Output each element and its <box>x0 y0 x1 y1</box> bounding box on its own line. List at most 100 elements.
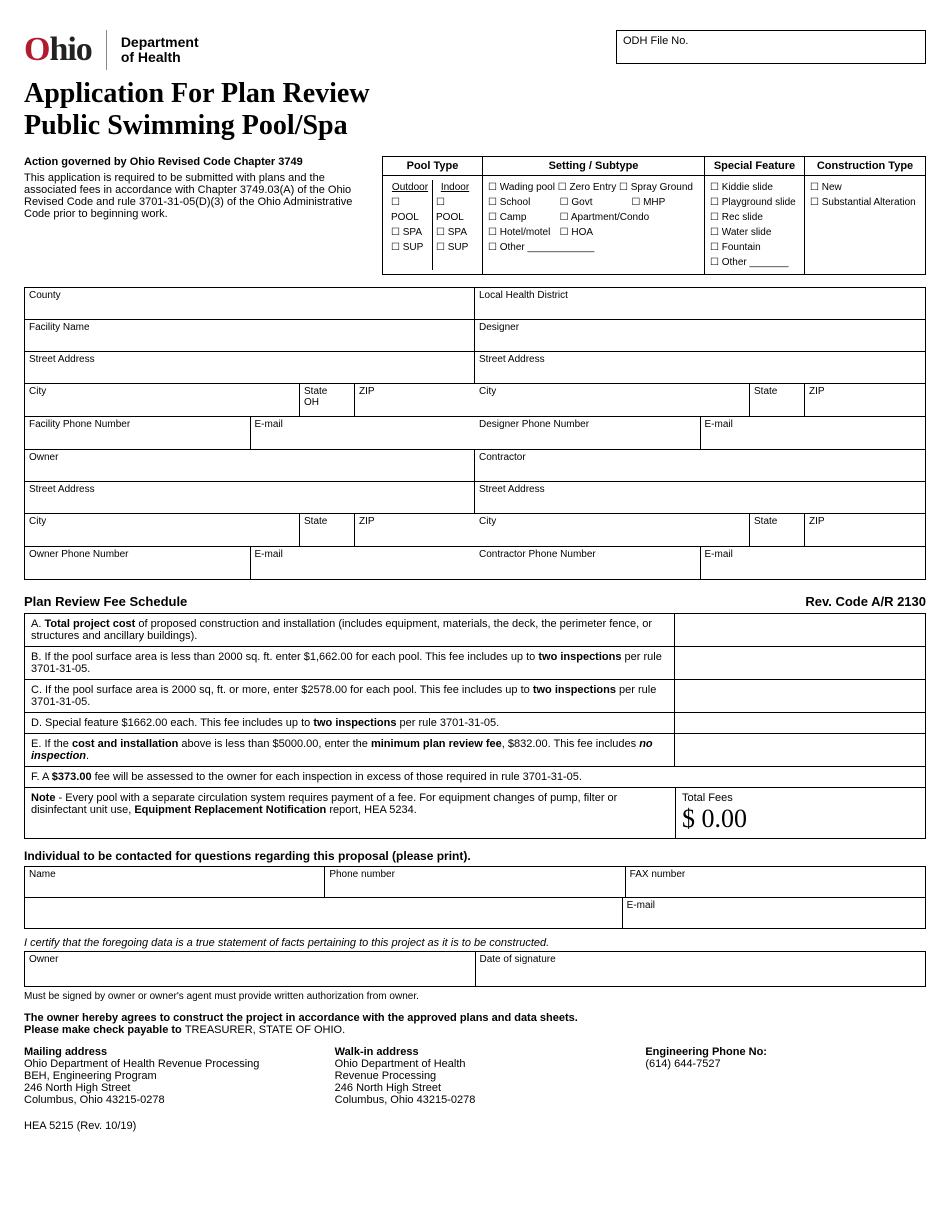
fee-table: A. Total project cost of proposed constr… <box>24 613 926 839</box>
lhd-field[interactable]: Local Health District <box>475 288 925 320</box>
department-name: Department of Health <box>121 35 199 66</box>
logo-rest: hio <box>49 31 91 68</box>
govt-checkbox[interactable]: Govt <box>560 195 628 210</box>
owner-street-field[interactable]: Street Address <box>25 482 475 514</box>
designer-email-field[interactable]: E-mail <box>701 417 926 449</box>
designer-state-field[interactable]: State <box>750 384 805 416</box>
owner-email-field[interactable]: E-mail <box>251 547 476 579</box>
contractor-zip-field[interactable]: ZIP <box>805 514 925 546</box>
contact-blank-field[interactable] <box>25 898 623 928</box>
facility-email-field[interactable]: E-mail <box>251 417 476 449</box>
special-other-checkbox[interactable]: Other <box>710 255 747 270</box>
contractor-phone-field[interactable]: Contractor Phone Number <box>475 547 701 579</box>
hoa-checkbox[interactable]: HOA <box>560 225 628 240</box>
title-line1: Application For Plan Review <box>24 78 926 110</box>
county-field[interactable]: County <box>25 288 475 320</box>
indoor-sup-checkbox[interactable]: SUP <box>436 240 468 255</box>
sig-owner-field[interactable]: Owner <box>25 952 476 986</box>
owner-state-field[interactable]: State <box>300 514 355 546</box>
facility-zip-field[interactable]: ZIP <box>355 384 475 416</box>
sig-date-field[interactable]: Date of signature <box>476 952 926 986</box>
alter-checkbox[interactable]: Substantial Alteration <box>810 195 916 210</box>
indoor-pool-checkbox[interactable]: POOL <box>436 195 474 225</box>
owner-phone-row: Owner Phone Number E-mail <box>25 547 475 579</box>
engineering-phone: Engineering Phone No: (614) 644-7527 <box>645 1046 926 1106</box>
outdoor-pool-checkbox[interactable]: POOL <box>391 195 429 225</box>
facility-phone-row: Facility Phone Number E-mail <box>25 417 475 450</box>
fee-total-box: Total Fees $ 0.00 <box>675 788 925 838</box>
special-head: Special Feature <box>705 157 804 176</box>
fee-a-amount[interactable] <box>675 614 925 646</box>
designer-zip-field[interactable]: ZIP <box>805 384 925 416</box>
odh-file-no-box[interactable]: ODH File No. <box>616 30 926 64</box>
fee-a-desc: A. Total project cost of proposed constr… <box>25 614 675 646</box>
fee-e-amount[interactable] <box>675 734 925 766</box>
owner-zip-field[interactable]: ZIP <box>355 514 475 546</box>
designer-field[interactable]: Designer <box>475 320 925 352</box>
pool-type-body: Outdoor POOL SPA SUP Indoor POOL SPA SUP <box>383 176 482 274</box>
hotel-checkbox[interactable]: Hotel/motel <box>488 225 556 240</box>
total-fees-label: Total Fees <box>682 792 919 804</box>
new-checkbox[interactable]: New <box>810 180 842 195</box>
contractor-email-field[interactable]: E-mail <box>701 547 926 579</box>
setting-body: Wading pool Zero Entry Spray Ground Scho… <box>483 176 704 274</box>
total-fees-value: $ 0.00 <box>682 804 919 834</box>
spray-checkbox[interactable]: Spray Ground <box>619 180 693 195</box>
owner-city-field[interactable]: City <box>25 514 300 546</box>
rec-checkbox[interactable]: Rec slide <box>710 210 763 225</box>
special-body: Kiddie slide Playground slide Rec slide … <box>705 176 804 274</box>
dept-line1: Department <box>121 35 199 50</box>
fee-section-title: Plan Review Fee Schedule Rev. Code A/R 2… <box>24 594 926 609</box>
fee-row-c: C. If the pool surface area is 2000 sq, … <box>25 680 925 713</box>
mhp-checkbox[interactable]: MHP <box>631 195 699 210</box>
contractor-street-field[interactable]: Street Address <box>475 482 925 514</box>
contractor-state-field[interactable]: State <box>750 514 805 546</box>
designer-phone-field[interactable]: Designer Phone Number <box>475 417 701 449</box>
signature-note: Must be signed by owner or owner's agent… <box>24 991 926 1002</box>
facility-city-row: City StateOH ZIP <box>25 384 475 417</box>
info-grid: County Local Health District Facility Na… <box>24 287 926 580</box>
fee-note: Note - Every pool with a separate circul… <box>25 788 675 838</box>
facility-city-field[interactable]: City <box>25 384 300 416</box>
contact-name-field[interactable]: Name <box>25 867 325 897</box>
playground-checkbox[interactable]: Playground slide <box>710 195 796 210</box>
apt-checkbox[interactable]: Apartment/Condo <box>560 210 699 225</box>
contact-email-field[interactable]: E-mail <box>623 898 925 928</box>
water-checkbox[interactable]: Water slide <box>710 225 771 240</box>
contractor-city-field[interactable]: City <box>475 514 750 546</box>
construction-col: Construction Type New Substantial Altera… <box>805 157 925 274</box>
outdoor-spa-checkbox[interactable]: SPA <box>391 225 422 240</box>
outdoor-col: Outdoor POOL SPA SUP <box>388 180 433 270</box>
mailing-l2: BEH, Engineering Program <box>24 1070 305 1082</box>
ohio-logo: Ohio <box>24 31 92 69</box>
fee-row-b: B. If the pool surface area is less than… <box>25 647 925 680</box>
kiddie-checkbox[interactable]: Kiddie slide <box>710 180 773 195</box>
contact-phone-field[interactable]: Phone number <box>325 867 625 897</box>
fountain-checkbox[interactable]: Fountain <box>710 240 761 255</box>
special-col: Special Feature Kiddie slide Playground … <box>705 157 805 274</box>
designer-city-field[interactable]: City <box>475 384 750 416</box>
indoor-spa-checkbox[interactable]: SPA <box>436 225 467 240</box>
facility-state-field[interactable]: StateOH <box>300 384 355 416</box>
designer-street-field[interactable]: Street Address <box>475 352 925 384</box>
logo-block: Ohio Department of Health <box>24 30 199 70</box>
fee-c-desc: C. If the pool surface area is 2000 sq, … <box>25 680 675 712</box>
facility-name-field[interactable]: Facility Name <box>25 320 475 352</box>
setting-other-checkbox[interactable]: Other <box>488 240 525 255</box>
intro-body: This application is required to be submi… <box>24 172 374 220</box>
owner-field[interactable]: Owner <box>25 450 475 482</box>
walkin-title: Walk-in address <box>335 1046 616 1058</box>
camp-checkbox[interactable]: Camp <box>488 210 556 225</box>
facility-phone-field[interactable]: Facility Phone Number <box>25 417 251 449</box>
zero-checkbox[interactable]: Zero Entry <box>558 180 616 195</box>
facility-street-field[interactable]: Street Address <box>25 352 475 384</box>
wading-checkbox[interactable]: Wading pool <box>488 180 555 195</box>
school-checkbox[interactable]: School <box>488 195 556 210</box>
owner-phone-field[interactable]: Owner Phone Number <box>25 547 251 579</box>
contact-fax-field[interactable]: FAX number <box>626 867 925 897</box>
fee-d-amount[interactable] <box>675 713 925 733</box>
fee-c-amount[interactable] <box>675 680 925 712</box>
outdoor-sup-checkbox[interactable]: SUP <box>391 240 423 255</box>
contractor-field[interactable]: Contractor <box>475 450 925 482</box>
fee-b-amount[interactable] <box>675 647 925 679</box>
